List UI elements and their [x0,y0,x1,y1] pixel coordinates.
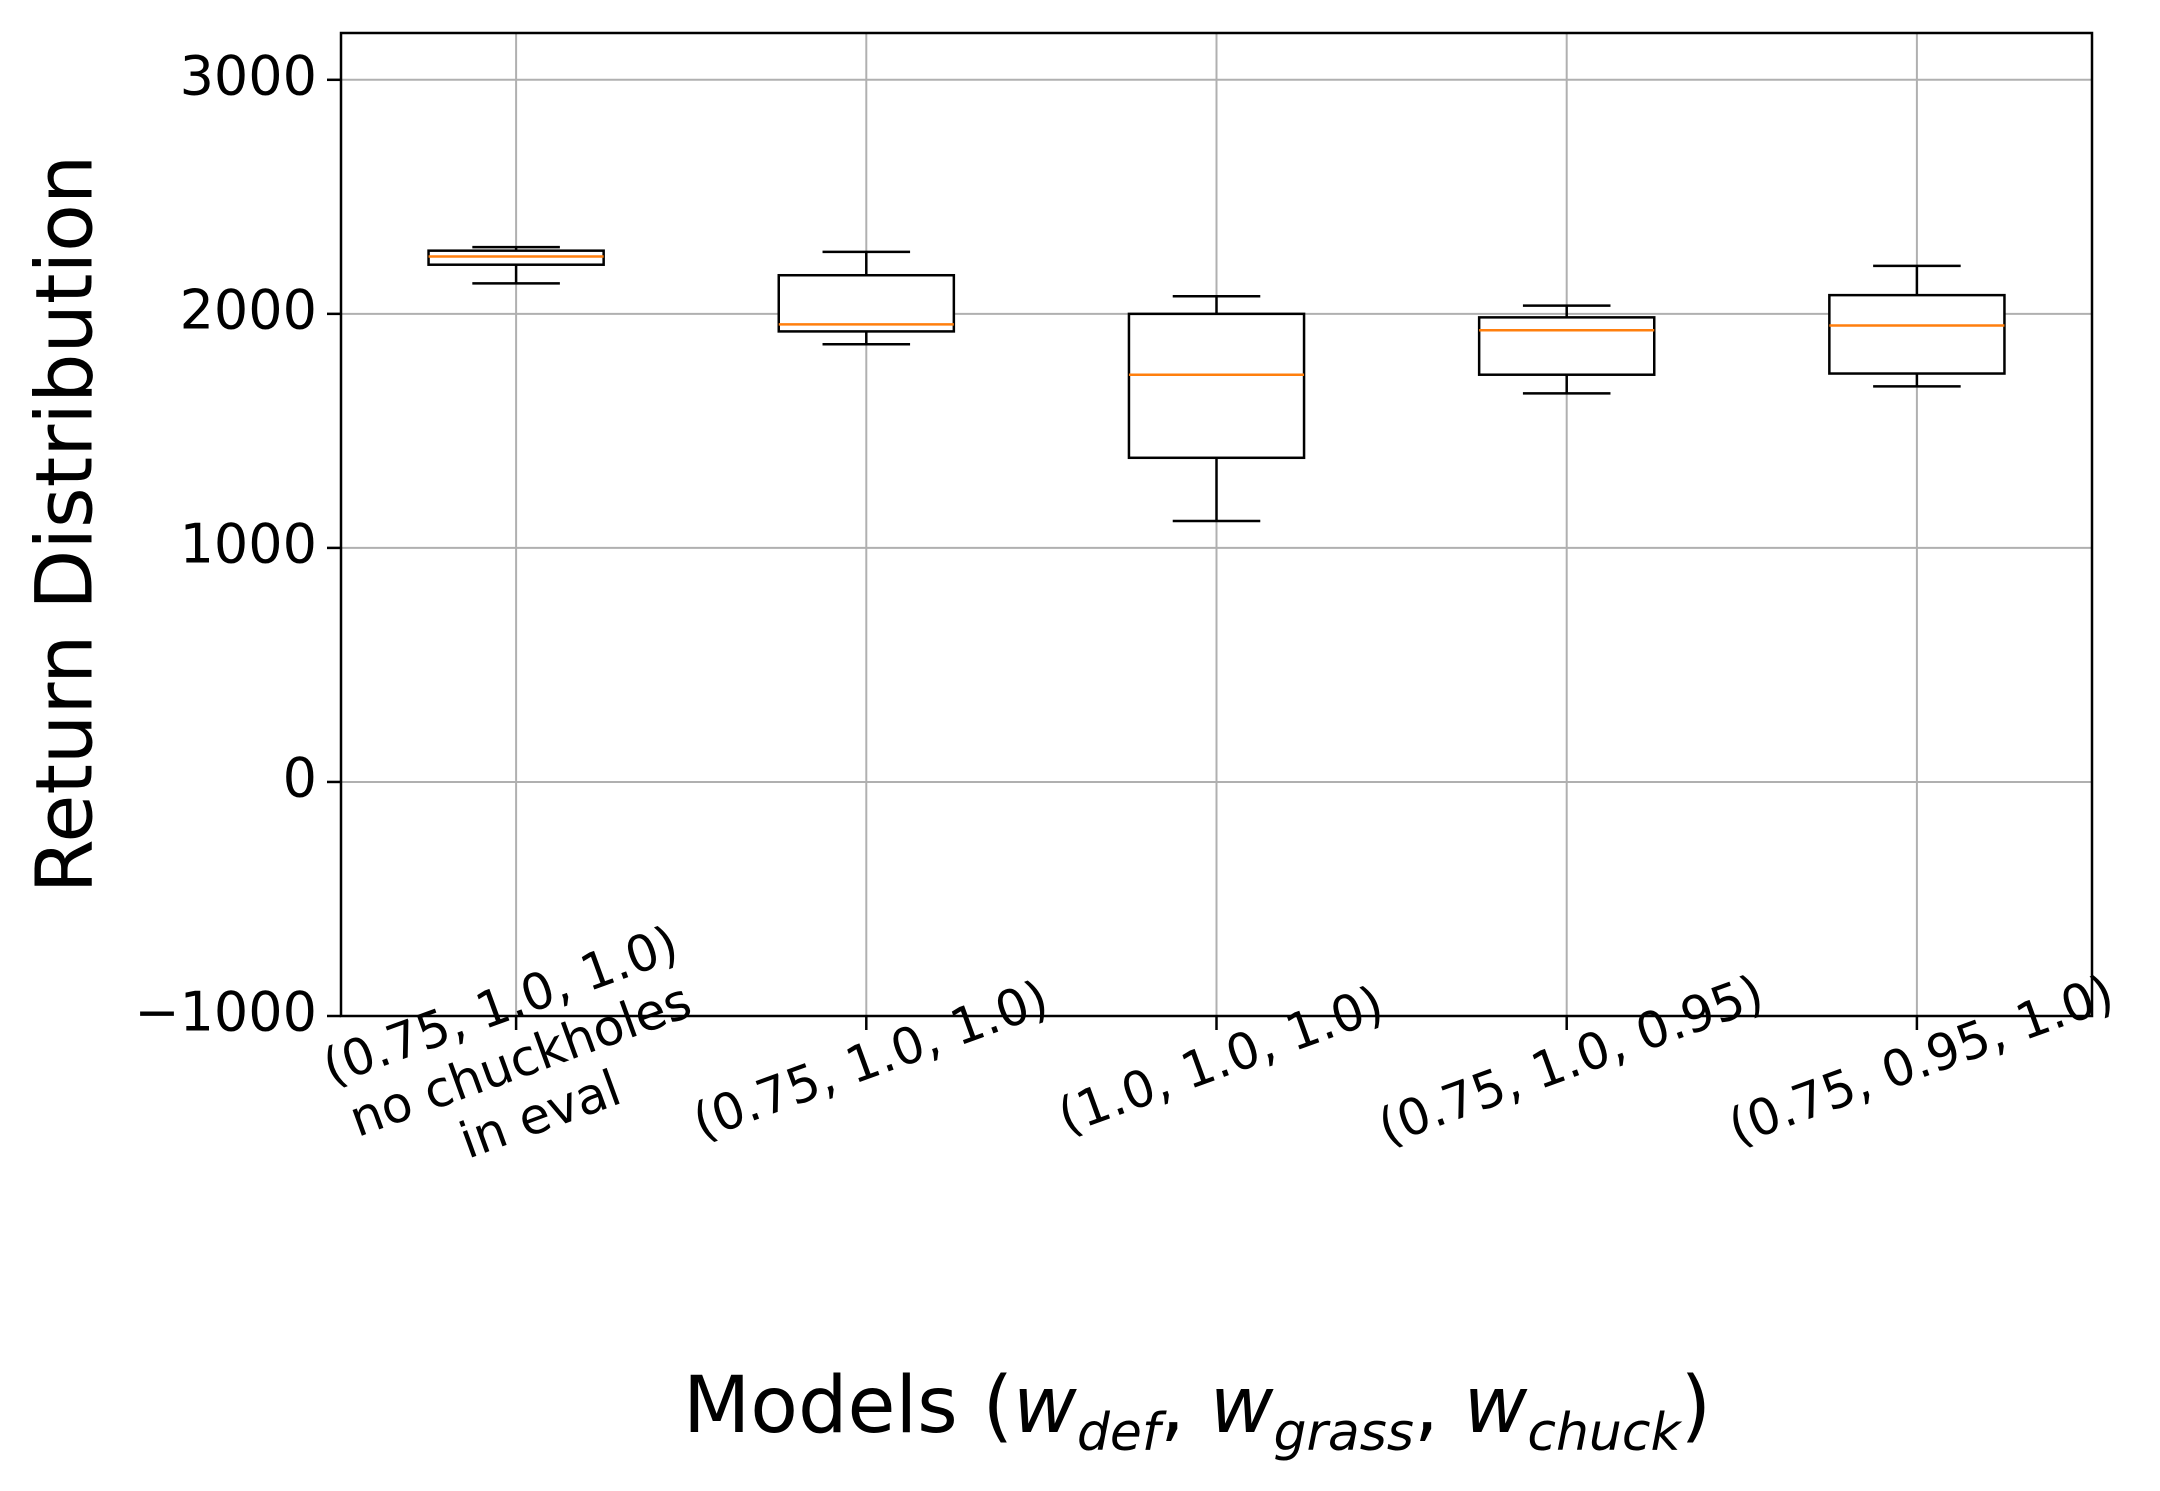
x-axis-label-subscript: grass [1274,1403,1414,1463]
x-axis-label-variable: w [1013,1361,1077,1451]
y-tick-label: 1000 [180,513,317,576]
y-axis-label-group: Return Distribution [20,155,110,894]
box-iqr [1828,293,2006,375]
x-axis-label-separator: ) [1681,1361,1711,1451]
y-tick-label: 2000 [180,278,317,341]
x-tick-label: (0.75, 1.0, 1.0) [685,969,1055,1151]
box-iqr [1477,316,1656,376]
x-axis-label-separator: , [1414,1361,1464,1451]
grid-lines [341,33,2092,1017]
y-tick-label: −1000 [134,981,317,1044]
x-axis-label-subscript: chuck [1527,1403,1682,1463]
x-tick-label: (0.75, 1.0, 0.95) [1371,964,1771,1157]
box-group [777,250,956,346]
box-group [1477,304,1656,395]
x-axis-label-variable: w [1464,1361,1528,1451]
x-tick-label-line: (0.75, 1.0, 1.0) [685,969,1055,1151]
x-tick-label: (0.75, 0.95, 1.0) [1721,964,2121,1157]
x-tick-label-line: (1.0, 1.0, 1.0) [1050,974,1390,1145]
box-iqr [1127,312,1306,460]
y-tick-label: 0 [283,747,317,810]
x-axis-label-subscript: def [1077,1403,1167,1463]
boxes-layer [427,245,2006,523]
x-tick-label-line: (0.75, 1.0, 0.95) [1371,964,1771,1157]
box-group [427,245,605,285]
box-group [1828,264,2006,388]
box-iqr [777,273,956,333]
x-axis-label-prefix: Models ( [683,1361,1013,1451]
y-axis-label: Return Distribution [20,155,110,894]
x-axis-label: Models (wdef, wgrass, wchuck) [683,1361,1711,1463]
x-axis-label-separator: , [1160,1361,1210,1451]
x-tick-label-line: (0.75, 0.95, 1.0) [1721,964,2121,1157]
x-tick-label: (0.75, 1.0, 1.0)no chuckholesin eval [315,914,725,1205]
box-group [1127,295,1306,523]
x-tick-label: (1.0, 1.0, 1.0) [1050,974,1390,1145]
axis-ticks: −1000 0 1000 2000 3000 (0.75, 1.0, 1.0)no chu… [134,44,2121,1205]
y-tick-label: 3000 [180,44,317,107]
x-axis-label-variable: w [1210,1361,1274,1451]
